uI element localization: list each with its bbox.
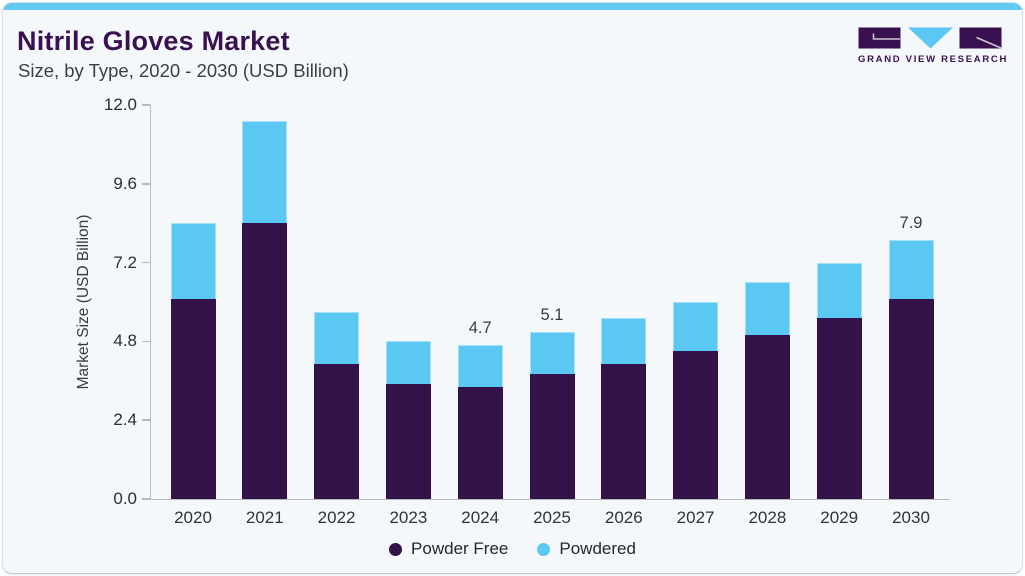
card-accent-bar — [3, 3, 1022, 10]
legend-label-powdered: Powdered — [559, 539, 636, 558]
logo-r-mark — [976, 36, 1002, 49]
bar-powder-free-2021 — [242, 223, 288, 499]
brand-logo-icon — [858, 27, 1002, 49]
chart-title: Nitrile Gloves Market — [17, 26, 290, 56]
bar-powder-free-2020 — [170, 298, 216, 499]
bar-total-label-2025: 5.1 — [540, 305, 564, 324]
bar-powdered-2029 — [816, 262, 862, 319]
chart-subtitle: Size, by Type, 2020 - 2030 (USD Billion) — [18, 60, 349, 81]
y-tick-mark — [141, 183, 150, 185]
legend-item-powdered: Powdered — [537, 539, 636, 559]
bar-powder-free-2024 — [457, 387, 503, 499]
bar-powder-free-2026 — [601, 364, 647, 499]
legend-label-powder-free: Powder Free — [411, 539, 509, 558]
bar-powdered-2023 — [385, 341, 431, 385]
bar-powdered-2028 — [744, 282, 790, 335]
y-tick-label: 12.0 — [103, 95, 137, 114]
brand-logo: GRAND VIEW RESEARCH — [858, 27, 1009, 65]
x-tick-label-2021: 2021 — [245, 508, 284, 527]
bar-powder-free-2022 — [314, 364, 360, 499]
x-tick-label-2023: 2023 — [389, 508, 428, 527]
y-tick-label: 9.6 — [113, 173, 137, 193]
x-tick-label-2028: 2028 — [748, 508, 787, 527]
y-axis-title: Market Size (USD Billion) — [75, 214, 92, 390]
bar-powder-free-2028 — [744, 334, 790, 499]
x-tick-label-2030: 2030 — [892, 508, 930, 527]
legend: Powder Free Powdered — [0, 537, 1025, 561]
bar-powder-free-2025 — [529, 374, 575, 499]
y-tick-label: 4.8 — [113, 331, 137, 351]
logo-g-block — [858, 27, 901, 49]
x-tick-label-2029: 2029 — [820, 508, 859, 527]
bar-total-label-2030: 7.9 — [899, 213, 923, 232]
y-tick-mark — [141, 261, 150, 264]
bar-powdered-2030 — [888, 239, 934, 299]
y-tick-label: 2.4 — [113, 410, 137, 430]
bar-powdered-2021 — [242, 121, 288, 224]
x-tick-label-2020: 2020 — [174, 508, 212, 527]
x-tick-label-2024: 2024 — [461, 508, 500, 527]
x-tick-label-2025: 2025 — [533, 508, 571, 527]
y-tick-mark — [141, 419, 150, 421]
bar-powder-free-2027 — [673, 351, 719, 499]
bar-powder-free-2029 — [816, 318, 862, 499]
x-tick-label-2027: 2027 — [676, 508, 715, 527]
bar-total-label-2024: 4.7 — [468, 318, 492, 337]
y-tick-mark — [141, 498, 150, 500]
bar-powder-free-2023 — [385, 384, 431, 499]
x-tick-label-2026: 2026 — [604, 508, 643, 527]
plot-area: 0.0 2.4 4.8 7.2 9.6 12.0 2020 2021 2022 2023 2024 4… — [104, 95, 950, 527]
brand-logo-text: GRAND VIEW RESEARCH — [858, 54, 1009, 65]
bar-powdered-2027 — [673, 302, 719, 352]
bar-powdered-2020 — [170, 223, 216, 299]
logo-v-triangle — [908, 27, 953, 49]
legend-item-powder-free: Powder Free — [389, 539, 508, 559]
bar-powder-free-2030 — [888, 298, 934, 499]
legend-swatch-powdered — [537, 542, 551, 556]
bar-powdered-2024 — [457, 344, 503, 388]
x-tick-label-2022: 2022 — [317, 508, 356, 527]
legend-swatch-powder-free — [389, 542, 403, 556]
bar-powdered-2026 — [601, 318, 647, 365]
bar-powdered-2022 — [314, 311, 360, 365]
bar-powdered-2025 — [529, 331, 575, 375]
logo-g-mark — [872, 33, 900, 40]
y-tick-label: 0.0 — [113, 489, 137, 508]
y-tick-mark — [141, 340, 150, 343]
y-tick-mark — [141, 104, 150, 106]
y-tick-label: 7.2 — [113, 252, 137, 272]
